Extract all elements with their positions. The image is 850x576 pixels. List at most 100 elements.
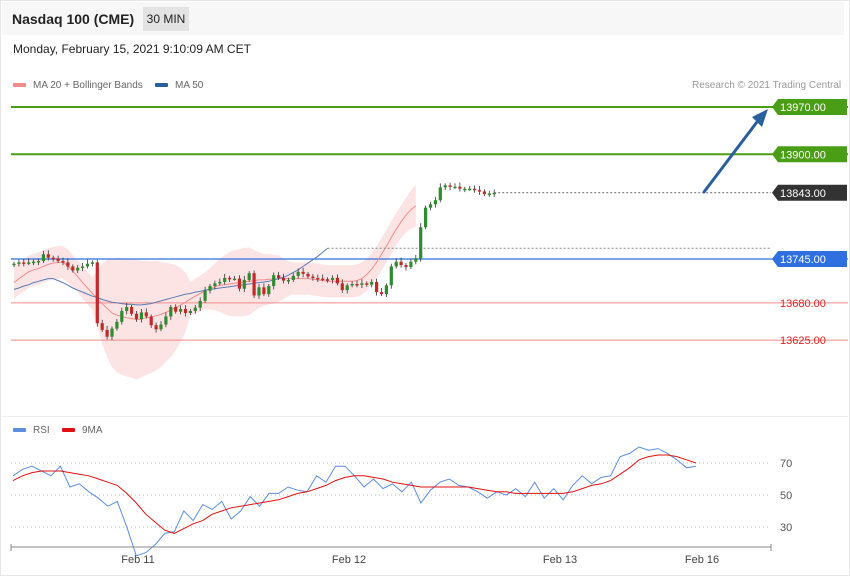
candle-body bbox=[345, 285, 349, 291]
rsi-tick-30: 30 bbox=[780, 522, 792, 534]
candle-body bbox=[36, 261, 41, 263]
candle-body bbox=[85, 263, 90, 267]
candle-body bbox=[247, 273, 251, 280]
level-tag-13745.00 bbox=[772, 251, 847, 267]
legend-ma50: MA 50 bbox=[155, 80, 203, 91]
forecast-arrow bbox=[702, 116, 762, 194]
candle-body bbox=[188, 311, 192, 314]
candle-body bbox=[56, 258, 60, 262]
candle-body bbox=[321, 278, 325, 281]
candle-body bbox=[110, 328, 114, 337]
candle-body bbox=[159, 324, 163, 330]
candle-body bbox=[267, 286, 271, 295]
candle-body bbox=[394, 261, 398, 267]
x-tick-label: Feb 16 bbox=[685, 554, 719, 566]
candle-body bbox=[105, 329, 109, 337]
candle-body bbox=[174, 306, 178, 312]
candle-body bbox=[223, 277, 227, 282]
candle-body bbox=[360, 283, 364, 285]
panel-separator bbox=[2, 416, 848, 417]
candle-body bbox=[306, 273, 310, 277]
candle-body bbox=[95, 262, 99, 324]
candle-body bbox=[404, 265, 408, 268]
candle-body bbox=[66, 262, 70, 267]
level-tag-13843.00 bbox=[772, 184, 847, 201]
candle-body bbox=[492, 192, 496, 195]
candle-body bbox=[424, 207, 428, 228]
level-label-13745.00: 13745.00 bbox=[780, 254, 826, 266]
datetime-label: Monday, February 15, 2021 9:10:09 AM CET bbox=[13, 42, 251, 56]
timeframe-badge[interactable]: 30 MIN bbox=[143, 7, 189, 31]
level-label-13900.00: 13900.00 bbox=[780, 149, 826, 161]
candle-body bbox=[139, 312, 143, 320]
candle-body bbox=[237, 278, 241, 289]
candle-body bbox=[448, 185, 452, 187]
candle-body bbox=[242, 279, 246, 289]
candle-body bbox=[326, 279, 330, 281]
candle-body bbox=[433, 200, 437, 205]
candle-body bbox=[198, 300, 202, 308]
candle-body bbox=[370, 281, 374, 285]
rsi-swatch bbox=[13, 428, 26, 433]
candle-body bbox=[365, 283, 369, 285]
level-label-13843.00: 13843.00 bbox=[780, 188, 826, 200]
candle-body bbox=[468, 188, 472, 191]
candle-body bbox=[46, 254, 50, 258]
candle-body bbox=[389, 266, 393, 286]
candle-body bbox=[296, 271, 300, 276]
candle-body bbox=[384, 285, 388, 295]
candle-body bbox=[355, 283, 359, 286]
candle-body bbox=[340, 283, 344, 291]
candle-body bbox=[428, 204, 433, 208]
candle-body bbox=[32, 261, 36, 264]
candle-body bbox=[100, 323, 104, 330]
rsi-tick-50: 50 bbox=[780, 490, 792, 502]
candle-body bbox=[311, 276, 315, 279]
header-bar: Nasdaq 100 (CME) 30 MIN bbox=[2, 2, 844, 35]
rsi-label: RSI bbox=[33, 425, 50, 436]
ma20-label: MA 20 + Bollinger Bands bbox=[33, 80, 143, 91]
ma50-label: MA 50 bbox=[175, 80, 204, 91]
candle-body bbox=[71, 266, 75, 271]
level-label-13970.00: 13970.00 bbox=[780, 102, 826, 114]
candle-body bbox=[262, 287, 266, 295]
candle-body bbox=[414, 258, 418, 262]
candle-body bbox=[208, 286, 212, 291]
ma9-swatch bbox=[62, 428, 75, 433]
candle-body bbox=[81, 266, 85, 268]
candle-body bbox=[228, 277, 232, 280]
candle-body bbox=[203, 290, 207, 301]
credit-text: Research © 2021 Trading Central bbox=[692, 80, 842, 91]
candle-body bbox=[213, 283, 217, 287]
candle-body bbox=[232, 278, 237, 281]
candle-body bbox=[154, 325, 158, 330]
candle-body bbox=[51, 257, 55, 260]
instrument-title: Nasdaq 100 (CME) bbox=[12, 11, 135, 27]
candle-body bbox=[61, 261, 65, 263]
candle-body bbox=[487, 193, 491, 195]
candle-body bbox=[22, 262, 26, 264]
candle-body bbox=[379, 292, 384, 295]
candle-body bbox=[458, 186, 462, 189]
legend-ma9: 9MA bbox=[62, 425, 103, 436]
candle-body bbox=[169, 306, 173, 317]
candle-body bbox=[41, 254, 45, 262]
candle-body bbox=[419, 227, 423, 259]
candle-body bbox=[257, 287, 261, 296]
candle-body bbox=[330, 277, 335, 280]
candle-body bbox=[473, 188, 477, 191]
candle-body bbox=[120, 311, 124, 322]
level-tag-13970.00 bbox=[772, 99, 847, 115]
candle-body bbox=[164, 316, 168, 325]
ma9-label: 9MA bbox=[82, 425, 103, 436]
candle-body bbox=[125, 306, 129, 312]
level-tag-13900.00 bbox=[772, 146, 847, 163]
legend-ma20: MA 20 + Bollinger Bands bbox=[13, 80, 143, 91]
candle-body bbox=[443, 185, 447, 188]
candle-body bbox=[27, 262, 31, 264]
rsi-tick-70: 70 bbox=[780, 458, 792, 470]
candle-body bbox=[281, 277, 286, 281]
candle-body bbox=[301, 271, 305, 274]
candle-body bbox=[277, 275, 281, 278]
